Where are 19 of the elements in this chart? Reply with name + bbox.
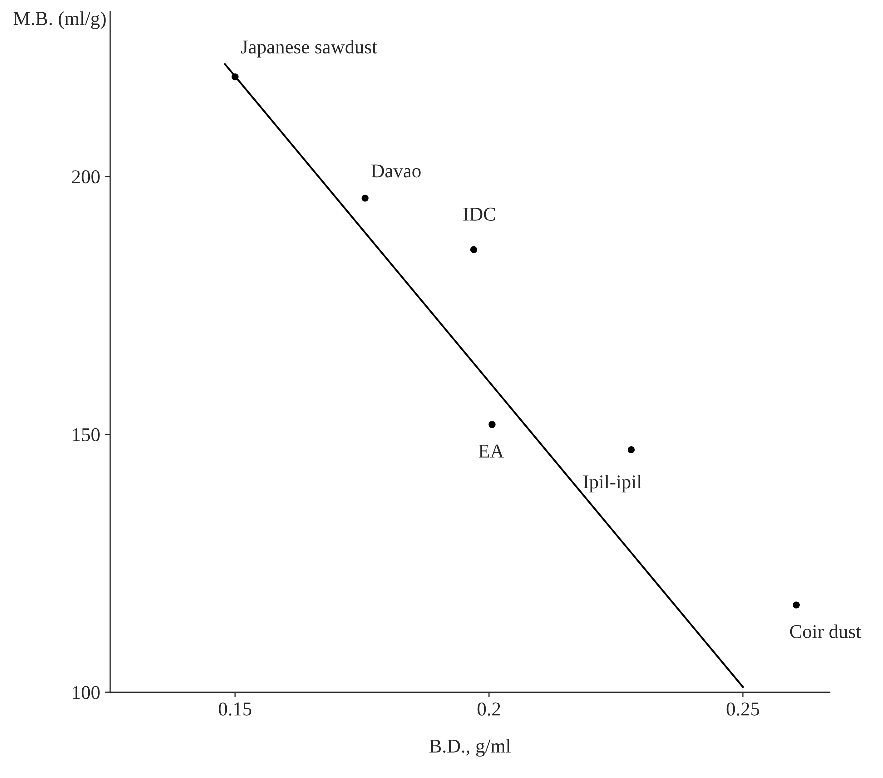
- annotation: Coir dust: [790, 624, 862, 638]
- x-tick-label: 0.25: [726, 702, 760, 716]
- x-tick-label: 0.15: [219, 702, 252, 716]
- point: [792, 602, 800, 609]
- point: [470, 246, 478, 254]
- annotation: Ipil-ipil: [584, 475, 642, 493]
- point: [362, 194, 369, 202]
- annotation: IDC: [464, 208, 496, 221]
- y-axis-title: M.B. (ml/g): [14, 12, 106, 30]
- point: [628, 446, 635, 454]
- y-tick-label: 200: [72, 170, 100, 184]
- annotation: Japanese sawdust: [241, 40, 378, 58]
- x-axis-title: B.D., g/ml: [430, 739, 511, 757]
- x-tick-label: 0.2: [478, 702, 500, 716]
- annotation: EA: [478, 444, 504, 458]
- point: [488, 421, 496, 428]
- annotation: Davao: [371, 164, 421, 178]
- y-tick-label: 100: [73, 686, 100, 700]
- y-tick-label: 150: [73, 428, 100, 442]
